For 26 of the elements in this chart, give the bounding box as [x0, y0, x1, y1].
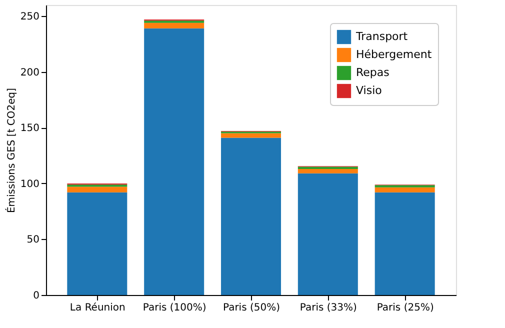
x-tick-label: Paris (100%) [142, 302, 206, 314]
bar [67, 186, 128, 192]
y-tick-label: 150 [20, 123, 40, 134]
bar [144, 22, 204, 28]
y-tick-label: 50 [26, 234, 40, 246]
y-tick-label: 200 [20, 67, 40, 78]
legend-label: Hébergement [356, 48, 432, 61]
bar [374, 187, 435, 192]
x-tick-label: Paris (33%) [300, 302, 358, 314]
y-axis-title: Émissions GES [t CO2eq] [4, 88, 18, 214]
legend-label: Transport [355, 30, 408, 43]
x-tick-label: Paris (25%) [376, 302, 434, 314]
y-tick-label: 100 [20, 178, 40, 190]
y-tick-label: 0 [33, 290, 40, 302]
bar [67, 192, 128, 295]
legend-label: Repas [356, 66, 390, 79]
bar [221, 133, 281, 138]
bar [144, 28, 204, 295]
bar [298, 168, 358, 174]
y-tick-label: 250 [20, 12, 40, 23]
x-tick-label: La Réunion [70, 302, 126, 314]
legend-label: Visio [356, 84, 382, 97]
x-tick-label: Paris (50%) [222, 302, 280, 314]
bar [374, 192, 435, 295]
bar [221, 138, 281, 295]
bar [298, 173, 358, 295]
